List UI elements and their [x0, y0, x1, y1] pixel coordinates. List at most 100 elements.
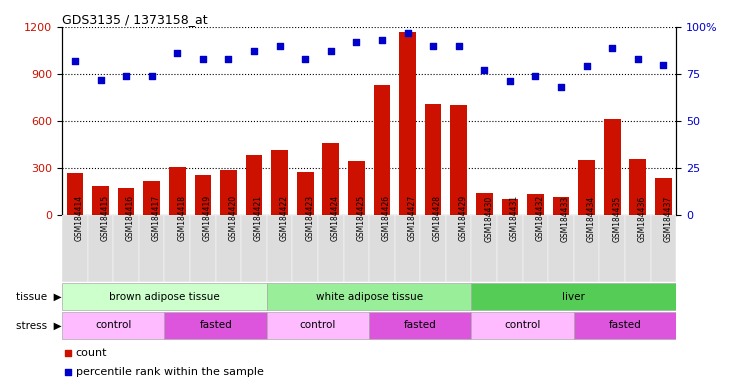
Point [478, 67, 490, 73]
Bar [553, 197, 569, 215]
Text: GSM184417: GSM184417 [152, 195, 161, 242]
Text: GSM184430: GSM184430 [484, 195, 493, 242]
Bar [113, 215, 139, 282]
Text: GSM184435: GSM184435 [612, 195, 621, 242]
Bar [599, 215, 625, 282]
Bar [164, 215, 190, 282]
Bar [241, 215, 267, 282]
Point [427, 43, 439, 49]
Bar [574, 215, 599, 282]
Bar [369, 215, 395, 282]
Text: GSM184420: GSM184420 [228, 195, 238, 242]
Bar [318, 215, 344, 282]
Text: fasted: fasted [404, 320, 436, 331]
Point [376, 37, 387, 43]
Text: GSM184436: GSM184436 [637, 195, 647, 242]
Bar [267, 283, 471, 310]
Text: GSM184424: GSM184424 [330, 195, 340, 242]
Point [197, 56, 209, 62]
Point [120, 73, 132, 79]
Bar [374, 85, 390, 215]
Text: GSM184432: GSM184432 [535, 195, 545, 242]
Bar [497, 215, 523, 282]
Bar [67, 173, 83, 215]
Bar [450, 105, 467, 215]
Bar [625, 215, 651, 282]
Bar [190, 215, 216, 282]
Bar [220, 170, 237, 215]
Text: control: control [300, 320, 336, 331]
Point [351, 39, 363, 45]
Point [62, 369, 74, 375]
Bar [271, 150, 288, 215]
Point [95, 76, 107, 83]
Bar [297, 172, 314, 215]
Text: GSM184426: GSM184426 [382, 195, 391, 242]
Text: GSM184422: GSM184422 [279, 195, 289, 242]
Bar [143, 181, 160, 215]
Bar [548, 215, 574, 282]
Bar [476, 193, 493, 215]
Bar [471, 283, 676, 310]
Bar [369, 312, 471, 339]
Bar [527, 194, 544, 215]
Bar [420, 215, 446, 282]
Bar [267, 215, 292, 282]
Text: GSM184419: GSM184419 [203, 195, 212, 242]
Bar [471, 215, 497, 282]
Text: GSM184418: GSM184418 [178, 195, 186, 242]
Text: liver: liver [562, 291, 586, 302]
Bar [267, 312, 369, 339]
Text: GSM184434: GSM184434 [587, 195, 596, 242]
Bar [399, 31, 416, 215]
Text: control: control [504, 320, 541, 331]
Bar [629, 159, 646, 215]
Point [453, 43, 465, 49]
Text: GSM184416: GSM184416 [126, 195, 135, 242]
Text: GSM184423: GSM184423 [306, 195, 314, 242]
Text: brown adipose tissue: brown adipose tissue [109, 291, 220, 302]
Text: fasted: fasted [200, 320, 232, 331]
Point [300, 56, 311, 62]
Text: GSM184431: GSM184431 [510, 195, 519, 242]
Point [249, 48, 260, 55]
Text: GSM184425: GSM184425 [357, 195, 366, 242]
Bar [578, 160, 595, 215]
Bar [62, 215, 88, 282]
Bar [574, 312, 676, 339]
Text: white adipose tissue: white adipose tissue [316, 291, 423, 302]
Point [581, 63, 593, 70]
Text: GSM184421: GSM184421 [254, 195, 263, 242]
Point [171, 50, 183, 56]
Text: GSM184414: GSM184414 [75, 195, 84, 242]
Bar [604, 119, 621, 215]
Bar [216, 215, 241, 282]
Text: percentile rank within the sample: percentile rank within the sample [75, 367, 263, 377]
Text: fasted: fasted [609, 320, 641, 331]
Bar [395, 215, 420, 282]
Bar [62, 312, 164, 339]
Bar [139, 215, 164, 282]
Bar [651, 215, 676, 282]
Point [529, 73, 541, 79]
Text: stress  ▶: stress ▶ [16, 320, 61, 331]
Point [658, 61, 670, 68]
Point [69, 58, 81, 64]
Point [402, 30, 414, 36]
Bar [292, 215, 318, 282]
Bar [655, 178, 672, 215]
Bar [62, 283, 267, 310]
Bar [425, 104, 442, 215]
Point [273, 43, 285, 49]
Bar [194, 175, 211, 215]
Bar [169, 167, 186, 215]
Bar [164, 312, 267, 339]
Text: GSM184428: GSM184428 [433, 195, 442, 242]
Point [325, 48, 336, 55]
Bar [322, 143, 339, 215]
Text: count: count [75, 348, 107, 358]
Text: GSM184433: GSM184433 [561, 195, 570, 242]
Bar [118, 189, 135, 215]
Text: GSM184429: GSM184429 [459, 195, 468, 242]
Point [504, 78, 516, 84]
